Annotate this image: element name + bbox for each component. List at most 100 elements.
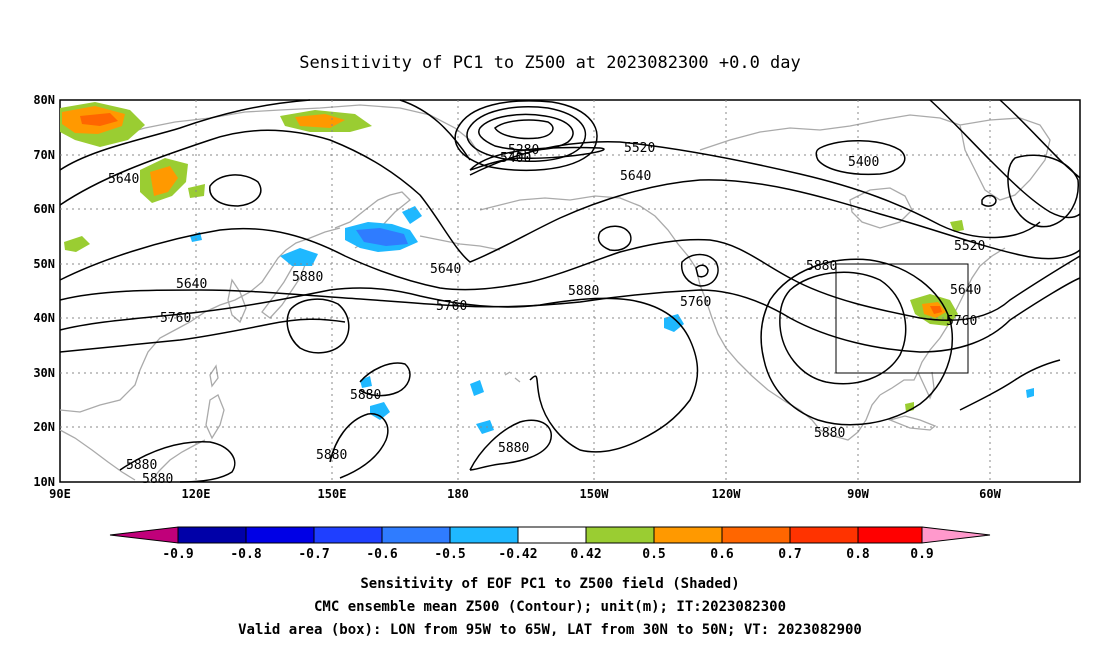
contour-5520 [469, 141, 1041, 239]
contour-low-ring1 [478, 113, 574, 151]
coast-korea [227, 278, 247, 324]
shade-blue-pac3 [470, 380, 484, 396]
colorbar-box [313, 526, 383, 544]
contour-5880-a [59, 287, 699, 453]
colorbar-box [245, 526, 315, 544]
coastlines [59, 104, 1051, 483]
contour-label: 5640 [108, 172, 139, 187]
coast-cuba [887, 415, 937, 431]
colorbar-label: -0.7 [298, 547, 329, 562]
lat-tick-label: 30N [33, 366, 55, 380]
colorbar-box [653, 526, 723, 544]
shade-blue-japan [280, 248, 318, 266]
contour-5880-b [59, 318, 346, 353]
lon-tick-label: 150E [318, 487, 347, 501]
contour-5760-a [59, 227, 1081, 321]
coast-asia-east [59, 227, 341, 413]
shade-blue-k [402, 206, 422, 224]
colorbar: -0.9 -0.8 -0.7 -0.6 -0.5 -0.42 0.42 0.5 … [109, 526, 991, 562]
shade-blue-atl [1026, 388, 1034, 398]
lat-ticks: 80N 70N 60N 50N 40N 30N 20N 10N [33, 93, 55, 489]
colorbar-box [789, 526, 859, 544]
contour-5880-loop-na [779, 271, 907, 385]
contour-5640-west [59, 129, 1081, 263]
contour-label: 5520 [954, 239, 985, 254]
caption-line-2: CMC ensemble mean Z500 (Contour); unit(m… [314, 599, 786, 615]
coast-hudson [849, 187, 913, 229]
lat-tick-label: 50N [33, 257, 55, 271]
colorbar-label: -0.8 [230, 547, 261, 562]
shade-orangered-siberia [80, 113, 118, 126]
contour-small-loop-mid [597, 225, 632, 252]
sensitivity-shading [60, 102, 1034, 434]
shade-blue2-okhotsk [356, 228, 408, 246]
contour-label: 5880 [498, 441, 529, 456]
shade-green-greenland [950, 220, 964, 232]
contour-label: 5520 [624, 141, 655, 156]
coast-siberia-north [119, 104, 481, 156]
contour-label: 5880 [350, 388, 381, 403]
contour-5760-b [59, 277, 1081, 353]
lon-tick-label: 120W [712, 487, 742, 501]
plot-title: Sensitivity of PC1 to Z500 at 2023082300… [299, 53, 801, 73]
colorbar-box [857, 526, 923, 544]
map-panel: 5640 5640 5760 5880 5880 5880 5880 5880 … [33, 93, 1081, 501]
coast-philippines [205, 394, 225, 440]
lat-tick-label: 20N [33, 420, 55, 434]
contour-label: 5880 [814, 426, 845, 441]
colorbar-arrow-left [109, 526, 179, 544]
shade-green-w [64, 236, 90, 252]
colorbar-box [585, 526, 655, 544]
contour-label: 5880 [292, 270, 323, 285]
contour-label: 5880 [806, 259, 837, 274]
contour-5880-atl [959, 359, 1061, 411]
colorbar-label: -0.42 [498, 547, 537, 562]
lat-tick-label: 10N [33, 475, 55, 489]
coast-asia-south [59, 429, 206, 483]
lat-tick-label: 60N [33, 202, 55, 216]
contour-5400 [469, 146, 605, 171]
colorbar-box [177, 526, 247, 544]
contour-atlantic-arc [929, 99, 1081, 219]
contour-label: 5760 [160, 311, 191, 326]
contour-label: 5760 [946, 314, 977, 329]
lat-tick-label: 70N [33, 148, 55, 162]
caption-line-3: Valid area (box): LON from 95W to 65W, L… [238, 622, 862, 638]
shade-red-box [930, 306, 942, 314]
coast-arctic-canada [699, 114, 961, 151]
lon-ticks: 90E 120E 150E 180 150W 120W 90W 60W [49, 487, 1001, 501]
contour-label: 5880 [126, 458, 157, 473]
lat-tick-label: 80N [33, 93, 55, 107]
lon-tick-label: 90W [847, 487, 869, 501]
shade-blue-pac4 [476, 420, 494, 434]
colorbar-arrow-right [921, 526, 991, 544]
contour-5880-loop2 [359, 362, 411, 397]
contour-label: 5280 [508, 143, 539, 158]
contour-5880-e [329, 413, 389, 479]
valid-area-box [835, 263, 969, 374]
contour-label: 5880 [568, 284, 599, 299]
coast-gulf [879, 247, 1006, 396]
contour-atlantic-arc2 [999, 99, 1081, 179]
coast-florida [917, 371, 935, 400]
coast-aleutians [419, 235, 501, 251]
colorbar-label: 0.9 [910, 547, 933, 562]
colorbar-box [449, 526, 519, 544]
colorbar-label: -0.6 [366, 547, 397, 562]
lon-tick-label: 180 [447, 487, 469, 501]
lon-tick-label: 60W [979, 487, 1001, 501]
colorbar-label: 0.8 [846, 547, 870, 562]
contour-small-loop-5400 [815, 140, 906, 176]
contour-label: 5400 [500, 151, 531, 166]
colorbar-label: -0.9 [162, 547, 193, 562]
colorbar-box [517, 526, 587, 544]
contour-5880-c [469, 419, 552, 471]
contour-label: 5640 [430, 262, 461, 277]
shade-blue-pac2 [370, 402, 390, 420]
shade-orange-e [150, 166, 178, 196]
colorbar-box [721, 526, 791, 544]
colorbar-box [381, 526, 451, 544]
coast-alaska [479, 195, 701, 286]
contour-5880-loop1 [286, 298, 350, 354]
